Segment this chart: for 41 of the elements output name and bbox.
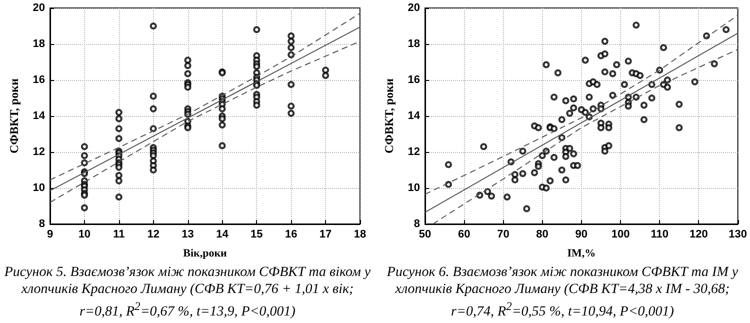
y-tick-label: 10	[32, 182, 45, 194]
x-tick-label: 14	[216, 228, 230, 240]
x-tick-label: 80	[536, 228, 548, 240]
x-tick-label: 120	[690, 228, 708, 240]
y-tick-label: 20	[408, 2, 420, 14]
x-tick-label: 130	[728, 228, 748, 240]
x-tick-label: 11	[113, 228, 125, 240]
y-axis-title: СФВКТ, роки	[7, 78, 21, 154]
x-tick-label: 13	[182, 228, 194, 240]
x-tick-label: 9	[46, 228, 54, 240]
x-tick-label: 110	[650, 228, 668, 240]
x-tick-label: 90	[575, 228, 588, 240]
x-tick-label: 50	[418, 228, 432, 240]
text: Рисунок 6. Взаємозв’язок між показником СФВКТ та IM у хлопчиків Красного Лиману (СФВ КТ=4,38 х IM - 30,68; r=0,74, R$^{2}$=0,55 %, t=10,94, P<0,001)	[386, 264, 740, 321]
x-tick-label: 60	[458, 228, 470, 240]
y-tick-label: 18	[32, 38, 45, 50]
x-tick-label: 12	[147, 228, 160, 240]
y-axis-title: СФВКТ, роки	[382, 78, 396, 154]
y-tick-label: 10	[408, 182, 420, 194]
x-axis-title: IM,%	[567, 248, 596, 260]
text: Рисунок 5. Взаємозв’язок між показником СФВКТ та віком у хлопчиків Красного Лиману (СФВ КТ=0,76 + 1,01 х вік; r=0,81, R$^{2}$=0,67 %, t=13,9, P<0,001)	[3, 264, 372, 321]
y-tick-label: 20	[32, 2, 45, 14]
x-tick-label: 16	[284, 228, 298, 240]
y-tick-label: 16	[32, 74, 45, 86]
x-tick-label: 15	[250, 228, 263, 240]
y-tick-label: 14	[32, 110, 46, 122]
line-series	[424, 14, 738, 195]
x-tick-label: 18	[354, 228, 366, 240]
line-series	[432, 48, 738, 224]
y-tick-label: 18	[408, 38, 420, 50]
y-tick-label: 14	[408, 110, 421, 122]
x-tick-label: 100	[611, 228, 630, 240]
x-tick-label: 70	[497, 228, 510, 240]
y-tick-label: 16	[408, 74, 420, 86]
x-tick-label: 10	[78, 228, 91, 240]
y-tick-label: 12	[32, 146, 45, 158]
y-tick-label: 8	[414, 218, 420, 230]
y-tick-label: 12	[408, 146, 420, 158]
y-tick-label: 8	[38, 218, 45, 230]
x-tick-label: 17	[319, 228, 332, 240]
x-axis-title: Вік,роки	[183, 248, 228, 260]
